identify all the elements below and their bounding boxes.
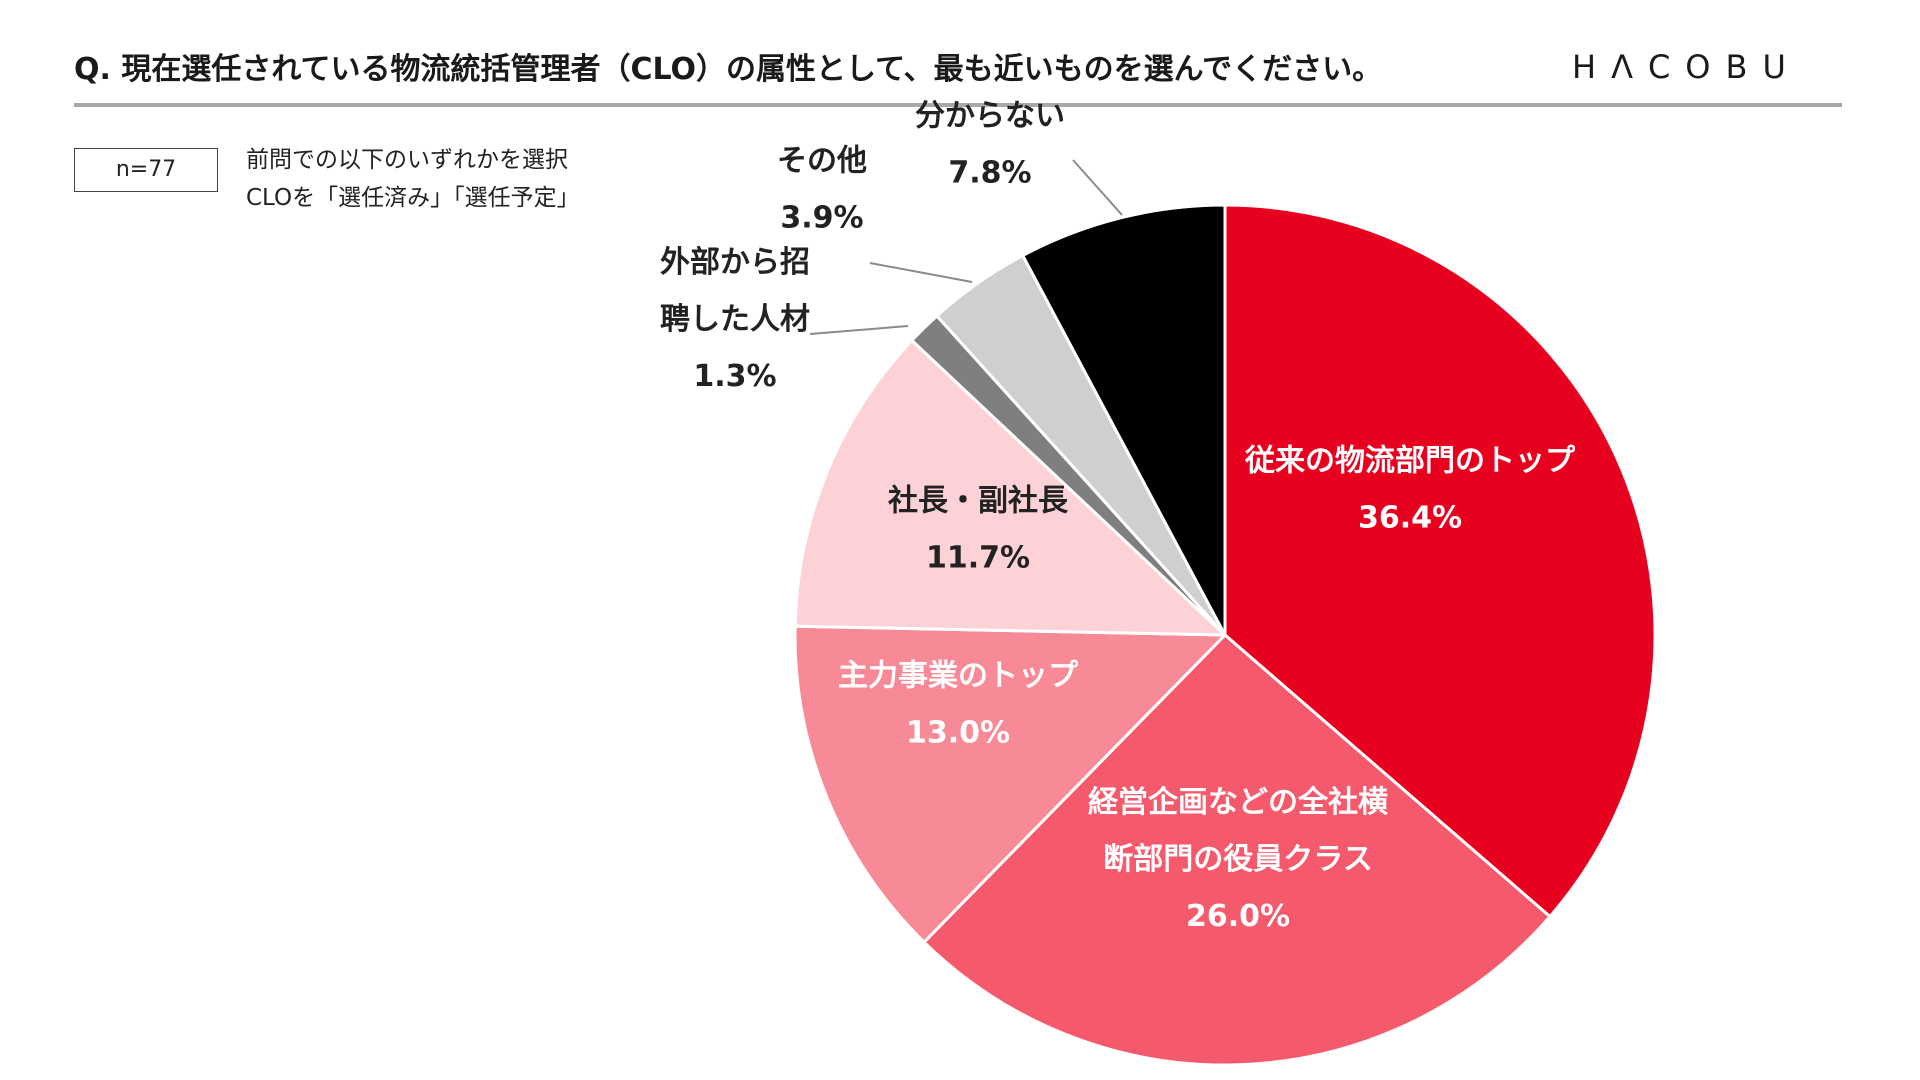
pie-slice-2 [793,624,1227,944]
respondent-note-line2: CLOを「選任済み」「選任予定」 [246,185,580,211]
slice-name-3: 社長・副社長 [888,483,1069,518]
slice-label-0: 従来の物流部門のトップ 36.4% [1244,443,1576,535]
slice-percent-2: 13.0% [906,715,1010,750]
slice-name-5: その他 [777,143,867,178]
slice-label-5: その他 3.9% [777,143,867,235]
slice-label-1: 経営企画などの全社横断部門の役員クラス 26.0% [1088,785,1388,934]
leader-line-6 [1072,159,1123,216]
slice-percent-4: 1.3% [693,359,776,394]
pie-slice-0 [1223,203,1657,919]
slice-name-4: 外部から招 [660,245,810,280]
page-title: Q. 現在選任されている物流統括管理者（CLO）の属性として、最も近いものを選ん… [74,52,1383,87]
slice-percent-5: 3.9% [780,200,863,235]
respondent-note-line1: 前問での以下のいずれかを選択 [246,147,568,173]
slice-name-4: 聘した人材 [660,302,810,337]
slice-percent-6: 7.8% [948,155,1031,190]
slice-name-2: 主力事業のトップ [838,658,1079,693]
sample-size-badge: n=77 [74,148,218,192]
header-divider [74,103,1842,107]
slice-label-2: 主力事業のトップ 13.0% [838,658,1079,750]
pie-slice-3 [793,338,1227,637]
slice-label-6: 分からない 7.8% [915,98,1065,190]
slice-label-4: 外部から招聘した人材 1.3% [660,245,810,394]
slice-name-1: 断部門の役員クラス [1103,842,1372,877]
slice-name-1: 経営企画などの全社横 [1088,785,1388,820]
slice-label-3: 社長・副社長 11.7% [888,483,1069,575]
slice-name-6: 分からない [915,98,1065,133]
slice-percent-1: 26.0% [1186,899,1290,934]
leader-line-4 [809,325,909,335]
slice-name-0: 従来の物流部門のトップ [1244,443,1576,478]
leader-line-5 [869,262,973,283]
pie-slice-6 [1021,203,1227,637]
pie-slice-1 [922,633,1552,1067]
slice-percent-3: 11.7% [926,540,1030,575]
slice-percent-0: 36.4% [1358,500,1462,535]
brand-logo: HΛCOBU [1572,48,1801,86]
